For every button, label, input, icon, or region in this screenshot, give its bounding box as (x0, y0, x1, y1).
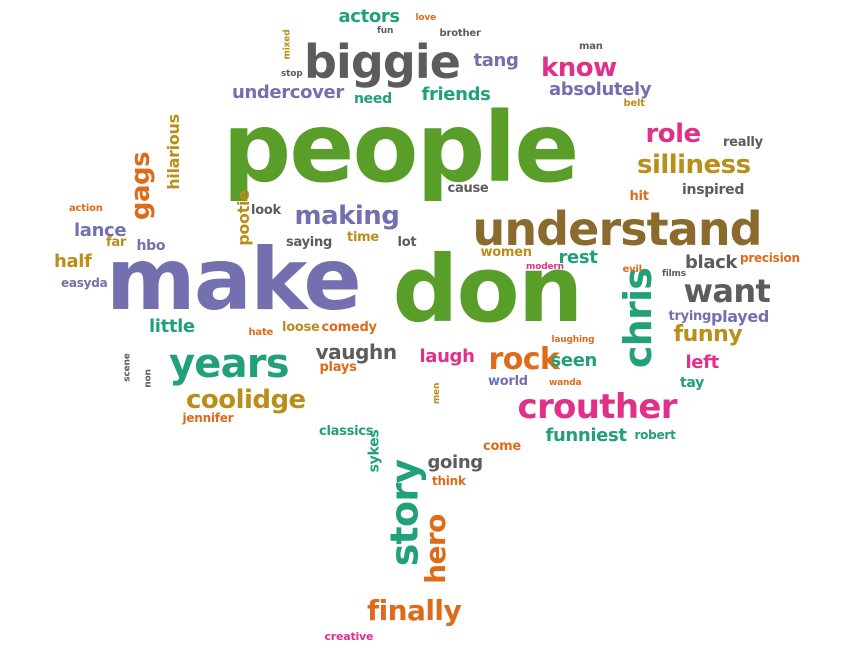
cloud-word-lance: lance (74, 220, 127, 241)
cloud-word-time: time (347, 229, 379, 245)
cloud-word-finally: finally (367, 594, 462, 627)
cloud-word-creative: creative (324, 629, 374, 643)
cloud-word-laugh: laugh (419, 346, 475, 367)
cloud-word-left: left (685, 352, 720, 373)
cloud-word-chris: chris (616, 267, 661, 369)
cloud-word-friends: friends (421, 84, 491, 105)
cloud-word-wanda: wanda (549, 377, 582, 388)
cloud-word-black: black (685, 252, 738, 273)
cloud-word-comedy: comedy (321, 319, 377, 335)
cloud-word-really: really (723, 134, 763, 150)
cloud-word-make: make (106, 230, 362, 330)
cloud-word-look: look (251, 202, 281, 218)
cloud-word-absolutely: absolutely (549, 79, 652, 100)
cloud-word-saying: saying (286, 234, 333, 250)
cloud-word-rock: rock (488, 342, 560, 377)
cloud-word-laughing: laughing (551, 334, 595, 345)
cloud-word-coolidge: coolidge (186, 385, 306, 415)
cloud-word-want: want (683, 272, 771, 310)
cloud-word-rest: rest (558, 247, 598, 268)
cloud-word-funny: funny (673, 322, 743, 347)
cloud-word-hilarious: hilarious (163, 114, 183, 190)
cloud-word-loose: loose (282, 319, 320, 335)
cloud-word-world: world (488, 373, 528, 389)
cloud-word-people: people (222, 92, 580, 204)
cloud-word-men: men (431, 382, 442, 404)
cloud-word-plays: plays (319, 359, 357, 375)
cloud-word-man: man (579, 41, 603, 52)
cloud-word-lot: lot (397, 234, 417, 250)
cloud-word-trying: trying (668, 308, 712, 324)
cloud-word-crouther: crouther (517, 387, 678, 427)
cloud-word-easyda: easyda (61, 276, 108, 290)
cloud-word-cause: cause (447, 180, 489, 196)
cloud-word-know: know (541, 53, 617, 83)
cloud-word-non: non (143, 368, 154, 388)
cloud-word-hit: hit (629, 188, 649, 204)
cloud-word-pootie: pootie (233, 190, 253, 246)
cloud-word-tay: tay (680, 375, 704, 391)
cloud-word-think: think (432, 474, 466, 488)
cloud-word-tang: tang (473, 50, 519, 71)
cloud-word-need: need (354, 91, 392, 107)
cloud-word-women: women (480, 244, 533, 260)
cloud-word-come: come (483, 438, 521, 454)
cloud-word-belt: belt (623, 98, 646, 109)
cloud-word-half: half (54, 251, 92, 272)
cloud-word-role: role (645, 119, 702, 149)
cloud-word-little: little (149, 316, 195, 337)
cloud-word-gags: gags (126, 151, 157, 221)
cloud-word-undercover: undercover (232, 82, 344, 103)
cloud-word-actors: actors (338, 6, 401, 27)
cloud-word-biggie: biggie (304, 35, 461, 89)
cloud-word-love: love (415, 12, 437, 23)
cloud-word-stop: stop (281, 68, 303, 79)
cloud-word-robert: robert (634, 428, 676, 442)
cloud-word-hate: hate (248, 327, 274, 338)
cloud-word-making: making (294, 201, 400, 231)
cloud-word-going: going (427, 452, 484, 473)
cloud-word-sykes: sykes (365, 429, 382, 473)
cloud-word-modern: modern (526, 261, 564, 272)
cloud-word-silliness: silliness (637, 150, 751, 180)
cloud-word-far: far (106, 234, 127, 250)
cloud-word-years: years (169, 341, 290, 387)
cloud-word-classics: classics (319, 423, 374, 439)
cloud-word-hero: hero (418, 514, 452, 584)
cloud-word-fun: fun (377, 25, 394, 36)
cloud-word-played: played (711, 307, 770, 326)
cloud-word-understand: understand (472, 202, 763, 256)
cloud-word-evil: evil (622, 264, 643, 275)
cloud-word-brother: brother (439, 28, 481, 39)
cloud-word-precision: precision (740, 251, 800, 265)
cloud-word-story: story (381, 459, 426, 567)
cloud-word-scene: scene (122, 352, 133, 382)
cloud-word-seen: seen (550, 350, 598, 371)
cloud-word-films: films (662, 268, 686, 279)
cloud-word-funniest: funniest (545, 425, 627, 446)
cloud-word-inspired: inspired (682, 182, 745, 198)
cloud-word-action: action (69, 203, 103, 214)
cloud-word-vaughn: vaughn (315, 340, 398, 364)
cloud-word-hbo: hbo (136, 238, 166, 254)
cloud-word-mixed: mixed (282, 29, 293, 59)
cloud-word-jennifer: jennifer (182, 411, 234, 425)
cloud-word-don: don (392, 236, 584, 343)
